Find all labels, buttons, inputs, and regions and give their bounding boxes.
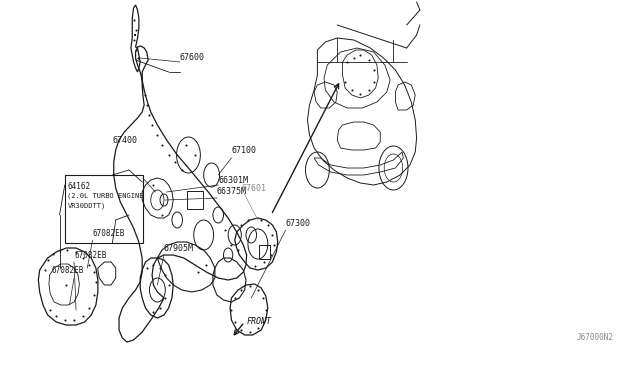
Text: VR30DDTT): VR30DDTT)	[67, 202, 106, 208]
Text: 64162: 64162	[67, 182, 91, 191]
Text: 67082EB: 67082EB	[93, 229, 125, 238]
Text: 67082EB: 67082EB	[52, 266, 84, 275]
Bar	[65, 175, 143, 243]
Text: 66375M: 66375M	[217, 187, 247, 196]
Text: 67082EB: 67082EB	[74, 251, 106, 260]
Bar	[259, 245, 271, 259]
Text: 67100: 67100	[232, 146, 257, 155]
Text: 66301M: 66301M	[218, 176, 248, 185]
Text: 67600: 67600	[180, 53, 205, 62]
Text: FRONT: FRONT	[246, 317, 271, 327]
Text: 67905M: 67905M	[164, 244, 194, 253]
Text: 67601: 67601	[241, 183, 266, 192]
Text: J67000N2: J67000N2	[577, 334, 614, 343]
Text: 67300: 67300	[285, 219, 310, 228]
Bar	[187, 191, 204, 209]
Text: 67400: 67400	[113, 136, 138, 145]
Text: (2.0L TURBO ENGINE: (2.0L TURBO ENGINE	[67, 192, 144, 199]
